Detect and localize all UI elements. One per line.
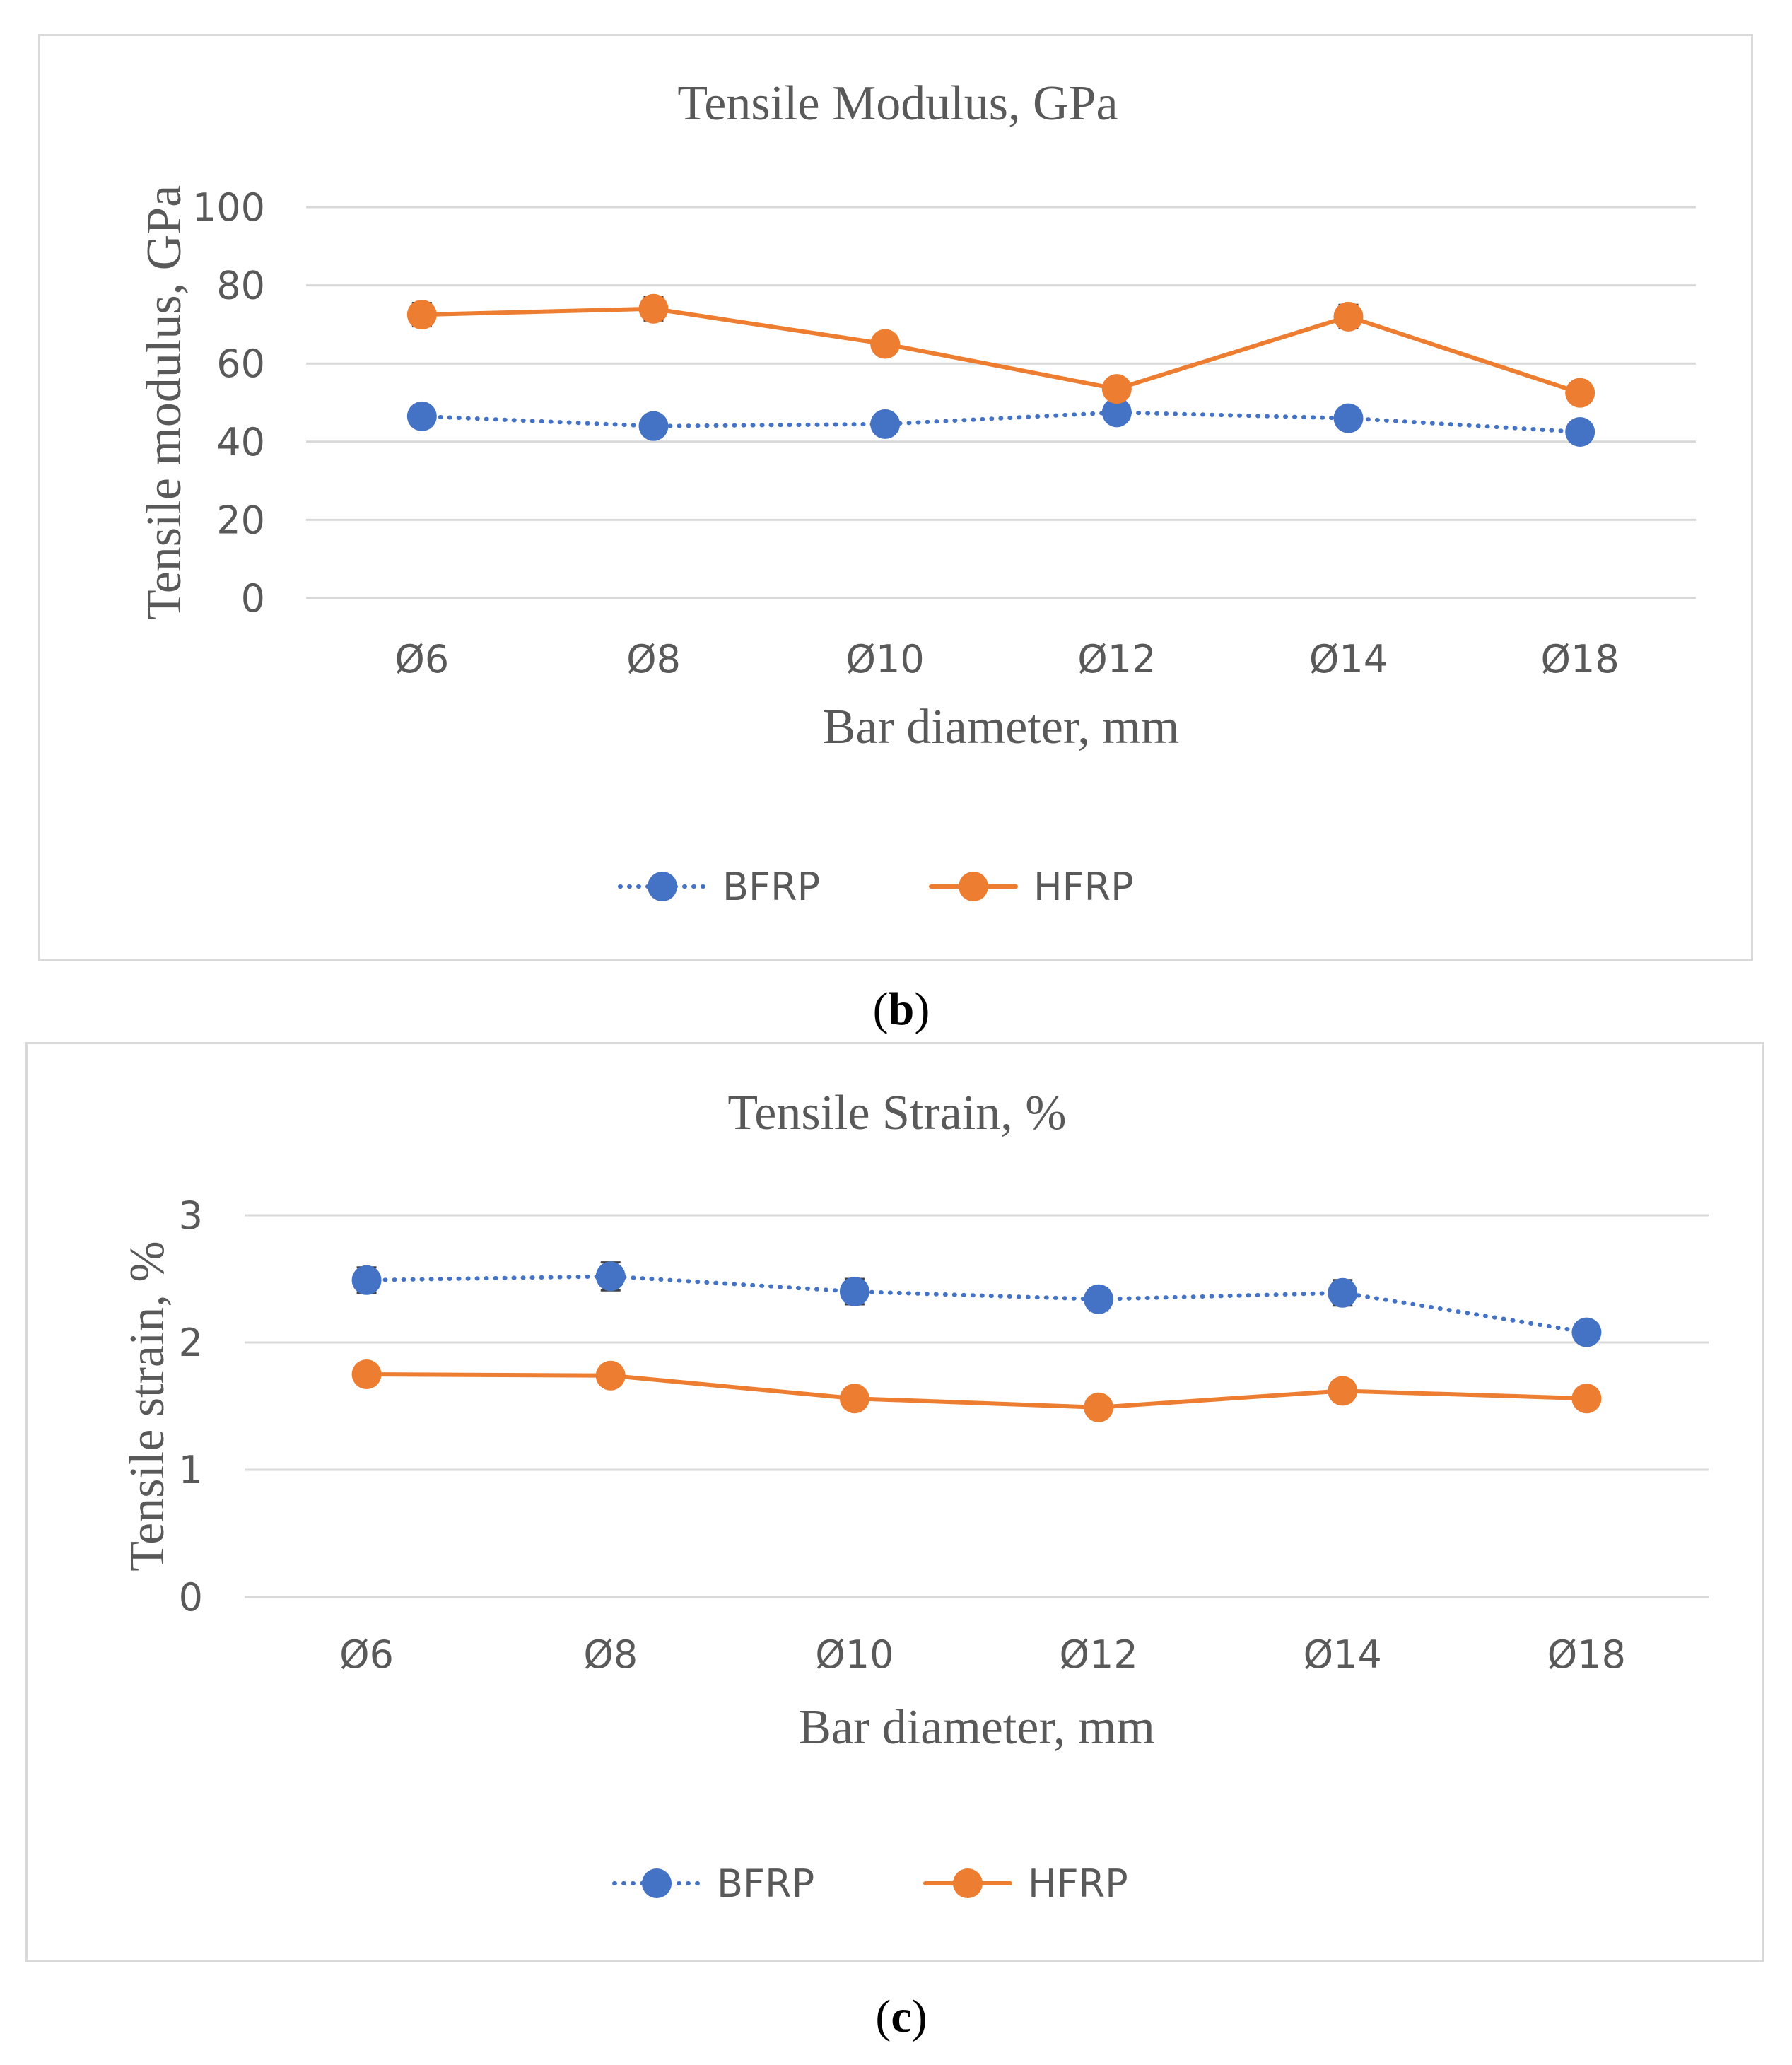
chart-b-bfrp-point <box>638 411 669 441</box>
chart-c-legend-bfrp-label: BFRP <box>717 1861 814 1906</box>
chart-b-y-axis-title: Tensile modulus, GPa <box>137 185 192 620</box>
chart-c-bfrp-point <box>595 1261 626 1292</box>
chart-c-hfrp-point <box>595 1360 626 1391</box>
chart-b-hfrp-point <box>1565 378 1595 408</box>
chart-b-legend-bfrp-label: BFRP <box>722 865 820 909</box>
chart-b-legend-bfrp-marker <box>648 872 677 901</box>
caption-c-letter: c <box>891 1991 912 2042</box>
chart-b-x-axis-title: Bar diameter, mm <box>823 700 1180 754</box>
chart-b-x-tick-label: Ø12 <box>1077 637 1156 681</box>
chart-c-hfrp-point <box>1084 1392 1114 1422</box>
chart-c-legend-hfrp-marker <box>953 1868 983 1898</box>
chart-b-hfrp-point <box>1101 374 1132 404</box>
chart-b-x-tick-label: Ø18 <box>1541 637 1620 681</box>
chart-b-hfrp-point <box>638 293 669 324</box>
chart-c-hfrp-point <box>1328 1376 1358 1406</box>
chart-c-hfrp-point <box>1571 1384 1602 1414</box>
chart-panel-b: Tensile Modulus, GPa 0 20 40 60 80 100 Ø6 Ø8 Ø10 Ø… <box>38 34 1753 961</box>
chart-c-x-tick-label: Ø6 <box>339 1632 394 1677</box>
chart-c-y-tick-label: 0 <box>179 1575 203 1620</box>
chart-b-bfrp-point <box>870 409 901 439</box>
chart-c-bfrp-point <box>1328 1277 1358 1308</box>
chart-c-y-tick-label: 3 <box>179 1193 203 1238</box>
caption-b: (b) <box>872 983 930 1035</box>
chart-b-bfrp-series-line <box>419 410 1583 434</box>
caption-b-letter: b <box>888 983 915 1035</box>
chart-b-y-tick-label: 40 <box>216 420 265 464</box>
chart-c-bfrp-point <box>1084 1284 1114 1314</box>
chart-b-hfrp-series-line <box>419 306 1583 395</box>
chart-b-y-tick-label: 80 <box>216 264 265 308</box>
chart-b-x-tick-label: Ø6 <box>394 637 449 681</box>
chart-c-hfrp-point <box>351 1359 382 1389</box>
caption-c: (c) <box>875 1991 927 2042</box>
chart-b-y-tick-label: 20 <box>216 498 265 542</box>
chart-c-hfrp-series-line <box>364 1372 1589 1410</box>
chart-b-x-tick-label: Ø10 <box>846 637 925 681</box>
chart-c-x-tick-label: Ø14 <box>1304 1632 1382 1677</box>
chart-b-y-tick-label: 60 <box>216 341 265 386</box>
chart-b-y-tick-label: 0 <box>241 576 265 621</box>
chart-c-x-tick-label: Ø12 <box>1059 1632 1137 1677</box>
chart-c-legend-hfrp-label: HFRP <box>1028 1861 1128 1906</box>
chart-c-legend-bfrp-marker <box>642 1868 672 1898</box>
chart-b-x-tick-label: Ø8 <box>626 637 681 681</box>
chart-c-title: Tensile Strain, % <box>727 1086 1066 1140</box>
chart-b-hfrp-point <box>870 329 901 359</box>
chart-c-bfrp-point <box>351 1265 382 1295</box>
chart-b-title: Tensile Modulus, GPa <box>677 76 1118 131</box>
chart-c-x-tick-label: Ø8 <box>583 1632 638 1677</box>
chart-b-hfrp-point <box>406 300 437 330</box>
chart-b-bfrp-point <box>1565 416 1595 447</box>
chart-c-bfrp-point <box>1571 1317 1602 1347</box>
chart-c-y-axis-title: Tensile strain, % <box>120 1241 175 1571</box>
chart-c-hfrp-point <box>839 1384 869 1414</box>
chart-b-bfrp-point <box>1101 397 1132 428</box>
chart-b-legend-hfrp-label: HFRP <box>1033 865 1134 909</box>
chart-b-hfrp-point <box>1333 301 1364 332</box>
chart-b-y-tick-label: 100 <box>192 185 265 230</box>
chart-svg-c: Tensile Strain, % 0 1 2 3 Ø6 Ø8 Ø10 Ø12 Ø14 Ø18 Bar… <box>120 1086 1709 1906</box>
chart-c-x-tick-label: Ø18 <box>1547 1632 1626 1677</box>
chart-b-legend-hfrp-marker <box>959 872 988 901</box>
chart-c-y-tick-label: 2 <box>179 1321 203 1365</box>
chart-c-bfrp-series-line <box>364 1274 1589 1335</box>
chart-c-bfrp-point <box>839 1277 869 1306</box>
chart-b-bfrp-point <box>406 401 437 431</box>
chart-c-y-tick-label: 1 <box>179 1448 203 1492</box>
chart-c-x-axis-title: Bar diameter, mm <box>798 1700 1155 1755</box>
chart-c-x-tick-label: Ø10 <box>815 1632 894 1677</box>
chart-b-bfrp-point <box>1333 403 1364 433</box>
chart-svg-b: Tensile Modulus, GPa 0 20 40 60 80 100 Ø6 Ø8 Ø10 Ø… <box>137 76 1696 909</box>
chart-panel-c: Tensile Strain, % 0 1 2 3 Ø6 Ø8 Ø10 Ø12 Ø14 Ø18 Bar… <box>25 1042 1764 1962</box>
chart-b-x-tick-label: Ø14 <box>1309 637 1388 681</box>
